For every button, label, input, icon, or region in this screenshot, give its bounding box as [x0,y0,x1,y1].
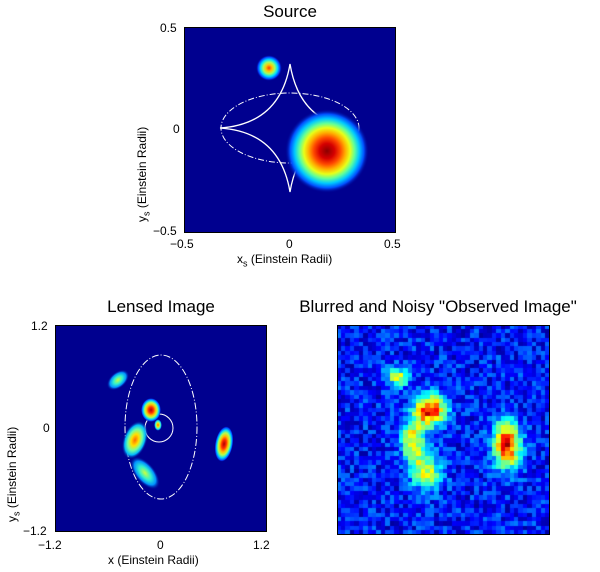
source-title: Source [263,2,317,21]
source-xtick-mid: 0 [286,237,293,251]
observed-image [337,325,550,535]
source-xlabel: xs (Einstein Radii) [237,252,333,269]
critical-curve-outer [124,354,198,500]
lensed-xtick-right: 1.2 [253,538,270,552]
source-blob-large [285,109,369,193]
source-blob-small [256,55,282,81]
source-ytick-top: 0.5 [160,21,177,35]
lensed-image-right [214,426,234,462]
lensed-xlabel: x (Einstein Radii) [108,553,199,567]
lensed-center-spot [154,419,162,431]
source-xtick-right: 0.5 [384,237,401,251]
lensed-ylabel: ys (Einstein Radii) [5,426,22,522]
observed-plot [337,325,550,535]
source-ytick-mid: 0 [173,122,180,136]
lensed-xtick-left: −1.2 [38,538,62,552]
observed-title: Blurred and Noisy "Observed Image" [299,297,577,316]
lensed-ytick-top: 1.2 [31,319,48,333]
arc-blob-upper [121,420,149,460]
lensed-plot [55,325,267,532]
lensed-image [106,354,234,500]
lensed-hotspot [141,398,161,422]
lensed-ytick-mid: 0 [43,421,50,435]
lensed-image-upper-left [106,369,130,391]
lensed-xtick-mid: 0 [157,538,164,552]
source-ytick-bottom: −0.5 [153,224,177,238]
arc-blob-lower [130,456,160,490]
source-image [219,55,369,193]
lensed-ytick-bottom: −1.2 [23,524,47,538]
source-plot [184,27,396,233]
source-ylabel: ys (Einstein Radii) [135,126,152,222]
lensed-title: Lensed Image [107,297,215,316]
source-xtick-left: −0.5 [170,237,194,251]
